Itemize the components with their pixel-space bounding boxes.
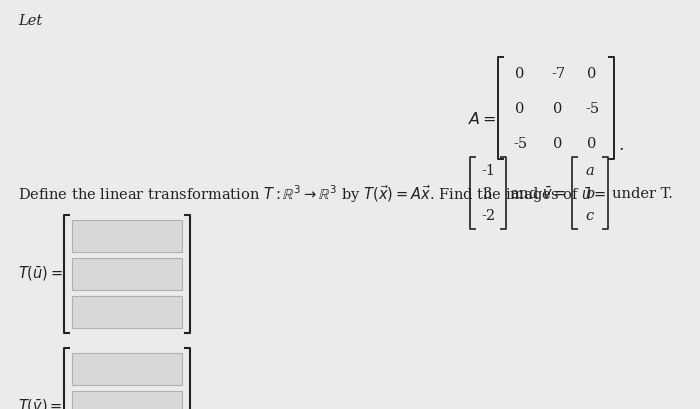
Text: b: b: [585, 187, 595, 201]
Text: 0: 0: [515, 102, 525, 116]
Text: .: .: [618, 137, 624, 154]
Text: -5: -5: [513, 137, 527, 151]
Text: Define the linear transformation $T:\mathbb{R}^3\rightarrow\mathbb{R}^3$ by $T(\: Define the linear transformation $T:\mat…: [18, 183, 606, 205]
Text: -7: -7: [551, 67, 565, 81]
Text: -5: -5: [585, 102, 599, 116]
Text: 0: 0: [587, 137, 596, 151]
Text: 0: 0: [553, 137, 563, 151]
Text: a: a: [586, 164, 594, 178]
Text: $A =$: $A =$: [468, 110, 497, 128]
Text: c: c: [586, 209, 594, 223]
Text: $T(\bar{v})=$: $T(\bar{v})=$: [18, 398, 62, 409]
Text: $T(\bar{u})=$: $T(\bar{u})=$: [18, 265, 63, 283]
Text: 0: 0: [553, 102, 563, 116]
Text: -1: -1: [481, 164, 495, 178]
FancyBboxPatch shape: [72, 258, 182, 290]
FancyBboxPatch shape: [72, 353, 182, 385]
FancyBboxPatch shape: [72, 391, 182, 409]
Text: under T.: under T.: [612, 187, 673, 201]
Text: 0: 0: [515, 67, 525, 81]
Text: -2: -2: [481, 209, 495, 223]
Text: Let: Let: [18, 14, 42, 28]
Text: and $\bar{v}=$: and $\bar{v}=$: [510, 186, 566, 202]
FancyBboxPatch shape: [72, 220, 182, 252]
Text: 3: 3: [483, 187, 493, 201]
Text: 0: 0: [587, 67, 596, 81]
FancyBboxPatch shape: [72, 296, 182, 328]
